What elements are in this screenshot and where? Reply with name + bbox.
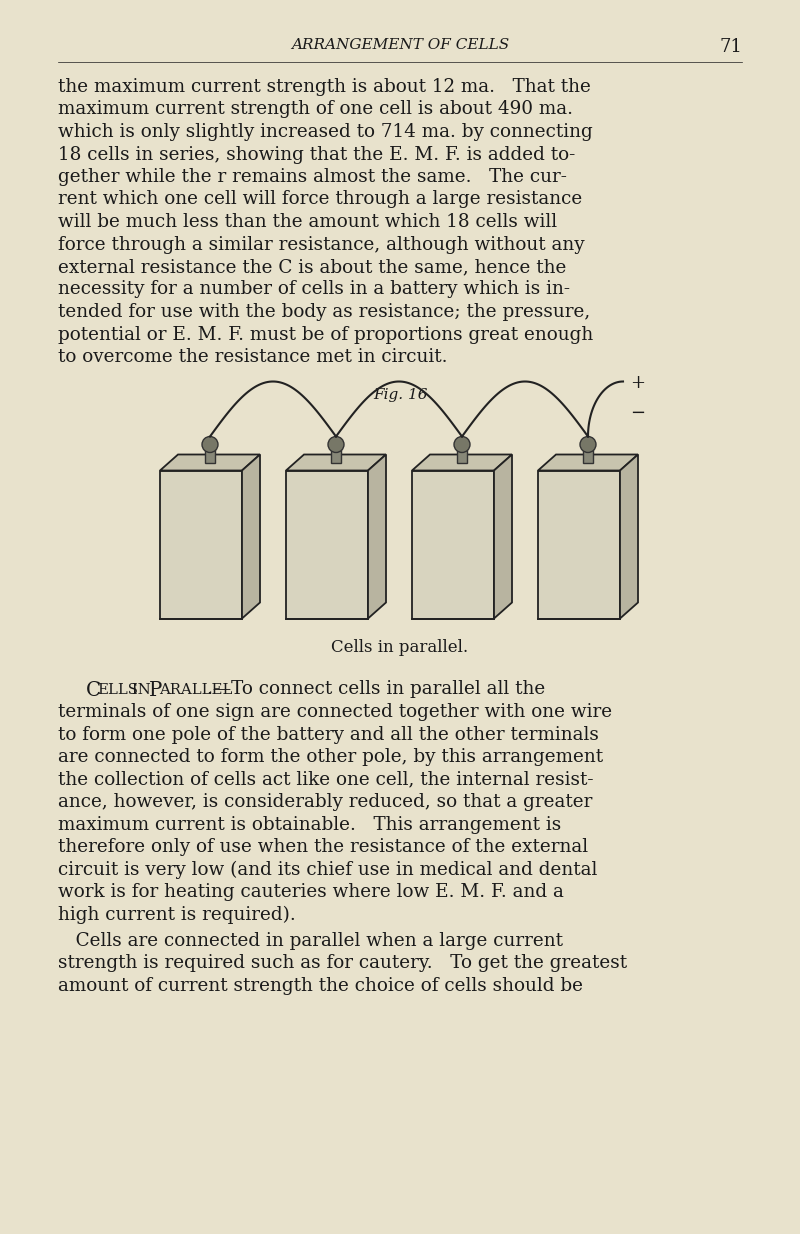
- Text: IN: IN: [127, 682, 155, 696]
- Text: maximum current strength of one cell is about 490 ma.: maximum current strength of one cell is …: [58, 100, 573, 118]
- Text: necessity for a number of cells in a battery which is in-: necessity for a number of cells in a bat…: [58, 280, 570, 299]
- Polygon shape: [412, 454, 512, 470]
- Bar: [412, 470, 494, 618]
- Bar: [583, 444, 593, 463]
- Text: amount of current strength the choice of cells should be: amount of current strength the choice of…: [58, 977, 583, 995]
- Text: .—To connect cells in parallel all the: .—To connect cells in parallel all the: [207, 680, 546, 698]
- Text: external resistance the C is about the same, hence the: external resistance the C is about the s…: [58, 258, 566, 276]
- Text: tended for use with the body as resistance; the pressure,: tended for use with the body as resistan…: [58, 304, 590, 321]
- Text: −: −: [630, 404, 645, 422]
- Text: work is for heating cauteries where low E. M. F. and a: work is for heating cauteries where low …: [58, 884, 564, 901]
- Text: Cells in parallel.: Cells in parallel.: [331, 638, 469, 655]
- Text: the maximum current strength is about 12 ma.   That the: the maximum current strength is about 12…: [58, 78, 591, 96]
- Text: Cells are connected in parallel when a large current: Cells are connected in parallel when a l…: [58, 932, 563, 950]
- Text: ARALLEL: ARALLEL: [159, 682, 232, 696]
- Polygon shape: [160, 454, 260, 470]
- Bar: [286, 470, 368, 618]
- Text: will be much less than the amount which 18 cells will: will be much less than the amount which …: [58, 213, 557, 231]
- Text: terminals of one sign are connected together with one wire: terminals of one sign are connected toge…: [58, 703, 612, 721]
- Text: are connected to form the other pole, by this arrangement: are connected to form the other pole, by…: [58, 748, 603, 766]
- Text: ARRANGEMENT OF CELLS: ARRANGEMENT OF CELLS: [291, 38, 509, 52]
- Polygon shape: [620, 454, 638, 618]
- Text: force through a similar resistance, although without any: force through a similar resistance, alth…: [58, 236, 585, 253]
- Text: to overcome the resistance met in circuit.: to overcome the resistance met in circui…: [58, 348, 447, 366]
- Text: ance, however, is considerably reduced, so that a greater: ance, however, is considerably reduced, …: [58, 793, 592, 811]
- Text: gether while the r remains almost the same.   The cur-: gether while the r remains almost the sa…: [58, 168, 567, 186]
- Bar: [205, 444, 215, 463]
- Polygon shape: [368, 454, 386, 618]
- Polygon shape: [538, 454, 638, 470]
- Text: ELLS: ELLS: [97, 682, 138, 696]
- Text: maximum current is obtainable.   This arrangement is: maximum current is obtainable. This arra…: [58, 816, 562, 833]
- Text: +: +: [630, 374, 645, 391]
- Polygon shape: [242, 454, 260, 618]
- Text: to form one pole of the battery and all the other terminals: to form one pole of the battery and all …: [58, 726, 599, 744]
- Text: high current is required).: high current is required).: [58, 906, 296, 924]
- Text: potential or E. M. F. must be of proportions great enough: potential or E. M. F. must be of proport…: [58, 326, 594, 343]
- Text: which is only slightly increased to 714 ma. by connecting: which is only slightly increased to 714 …: [58, 123, 593, 141]
- Text: therefore only of use when the resistance of the external: therefore only of use when the resistanc…: [58, 838, 588, 856]
- Text: Fig. 16: Fig. 16: [373, 389, 427, 402]
- Text: circuit is very low (and its chief use in medical and dental: circuit is very low (and its chief use i…: [58, 860, 598, 879]
- Polygon shape: [494, 454, 512, 618]
- Text: strength is required such as for cautery.   To get the greatest: strength is required such as for cautery…: [58, 955, 627, 972]
- Bar: [457, 444, 467, 463]
- Polygon shape: [286, 454, 386, 470]
- Text: C: C: [86, 680, 101, 700]
- Bar: [331, 444, 341, 463]
- Text: P: P: [149, 680, 162, 700]
- Text: the collection of cells act like one cell, the internal resist-: the collection of cells act like one cel…: [58, 770, 594, 789]
- Bar: [538, 470, 620, 618]
- Text: 71: 71: [719, 38, 742, 56]
- Bar: [160, 470, 242, 618]
- Text: rent which one cell will force through a large resistance: rent which one cell will force through a…: [58, 190, 582, 209]
- Text: 18 cells in series, showing that the E. M. F. is added to-: 18 cells in series, showing that the E. …: [58, 146, 575, 163]
- Circle shape: [454, 437, 470, 453]
- Circle shape: [580, 437, 596, 453]
- Circle shape: [328, 437, 344, 453]
- Circle shape: [202, 437, 218, 453]
